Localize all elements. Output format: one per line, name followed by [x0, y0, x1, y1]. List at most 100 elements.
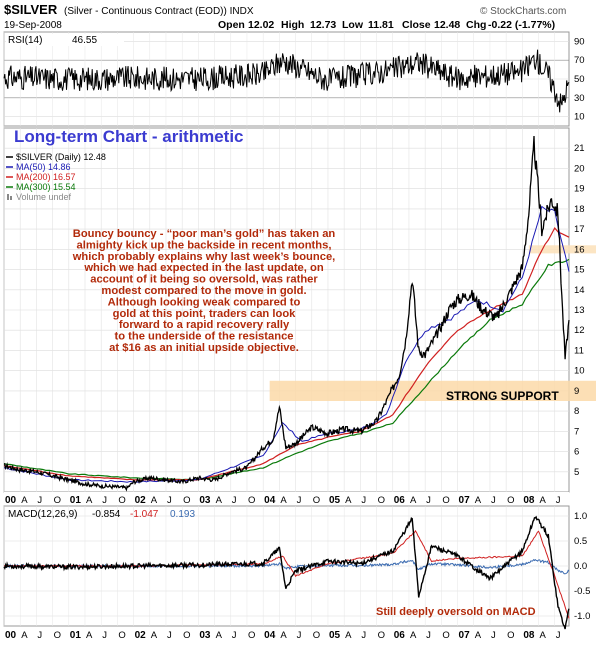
price-ticks: 5 6 7 8 9 10 11 12 13 14 15 16 17 18 19 20 21: [574, 143, 585, 478]
legend-item: MA(50) 14.86: [16, 162, 71, 172]
rsi-ticks: 90 70 50 30 10: [574, 36, 585, 122]
rsi-tick-label: 50: [574, 74, 585, 85]
ma50-line: [3, 205, 570, 483]
x-tick-label: J: [102, 630, 107, 641]
x-tick-label: O: [248, 495, 255, 506]
x-tick-label: A: [151, 630, 158, 641]
high-value: 12.73: [310, 19, 336, 31]
x-tick-label: A: [540, 495, 547, 506]
x-tick-label: 05: [329, 630, 341, 641]
legend-item: MA(300) 15.54: [16, 182, 76, 192]
price-tick-label: 9: [574, 386, 579, 397]
legend-item: $SILVER (Daily) 12.48: [16, 152, 106, 162]
chg-value: -0.22 (-1.77%): [488, 19, 555, 31]
x-tick-label: A: [475, 630, 482, 641]
x-tick-label: J: [426, 630, 431, 641]
x-tick-label: A: [86, 630, 93, 641]
price-tick-label: 14: [574, 285, 585, 296]
x-tick-label: J: [167, 495, 172, 506]
price-grid: [3, 128, 569, 492]
x-tick-label: O: [54, 630, 61, 641]
macd-value: -0.854: [92, 509, 121, 520]
x-tick-label: A: [86, 495, 93, 506]
macd-tick-label: 0.0: [574, 561, 587, 572]
chart-date: 19-Sep-2008: [4, 20, 62, 31]
watermark: © StockCharts.com: [480, 6, 566, 17]
x-tick-label: J: [491, 630, 496, 641]
annotation-line: modest compared to the move in gold.: [101, 285, 306, 297]
x-tick-label: 02: [135, 630, 147, 641]
chart-overlay-title: Long-term Chart - arithmetic: [14, 127, 244, 146]
open-label: Open: [218, 19, 245, 31]
price-tick-label: 12: [574, 325, 585, 336]
rsi-value: 46.55: [72, 35, 97, 46]
symbol-description: (Silver - Continuous Contract (EOD)) IND…: [64, 6, 254, 17]
x-tick-label: 04: [264, 630, 276, 641]
rsi-line: [3, 49, 570, 113]
x-tick-label: 06: [394, 495, 406, 506]
x-tick-label: 00: [5, 630, 17, 641]
x-tick-label: A: [151, 495, 158, 506]
support-zone: [269, 380, 596, 401]
resistance-zone: [528, 245, 596, 254]
x-tick-label: A: [410, 495, 417, 506]
price-tick-label: 15: [574, 265, 585, 276]
macd-ticks: 1.0 0.5 0.0 -0.5 -1.0: [574, 511, 590, 622]
x-tick-label: 02: [135, 495, 147, 506]
macd-signal-value: -1.047: [130, 509, 159, 520]
x-tick-label: O: [507, 630, 514, 641]
x-tick-label: O: [313, 630, 320, 641]
annotation-line: Although looking weak compared to: [108, 296, 301, 308]
annotation-line: Bouncy bouncy - “poor man’s gold” has ta…: [73, 228, 336, 240]
x-tick-label: A: [216, 630, 223, 641]
x-tick-label: A: [345, 630, 352, 641]
x-tick-label: A: [410, 630, 417, 641]
x-tick-label: A: [280, 495, 287, 506]
price-tick-label: 6: [574, 447, 579, 458]
x-tick-label: J: [491, 495, 496, 506]
annotation-line: almighty kick up the backside in recent …: [77, 239, 332, 251]
rsi-tick-label: 30: [574, 93, 585, 104]
x-axis-labels: 00 A J O 01 A J O 02 A J O 03 A J O 04 A J O 05 A J O 06 A J O 07 A J O…: [5, 495, 561, 506]
rsi-tick-label: 10: [574, 112, 585, 123]
annotation-line: which probably explains why last week’s …: [72, 251, 336, 263]
x-tick-label: A: [21, 630, 28, 641]
x-tick-label: 05: [329, 495, 341, 506]
legend-item: MA(200) 16.57: [16, 172, 76, 182]
price-tick-label: 17: [574, 224, 585, 235]
x-tick-label: A: [21, 495, 28, 506]
x-tick-label: 06: [394, 630, 406, 641]
close-value: 12.48: [434, 19, 460, 31]
x-tick-label: J: [232, 495, 237, 506]
open-value: 12.02: [248, 19, 274, 31]
annotation-line: gold at this point, traders can look: [113, 308, 297, 320]
price-tick-label: 18: [574, 204, 585, 215]
price-tick-label: 7: [574, 426, 579, 437]
macd-tick-label: 0.5: [574, 536, 587, 547]
x-tick-label: A: [280, 630, 287, 641]
x-tick-label: A: [540, 630, 547, 641]
macd-histogram: [4, 558, 570, 575]
x-tick-label: O: [118, 630, 125, 641]
price-tick-label: 21: [574, 143, 585, 154]
macd-legend: MACD(12,26,9) -0.854 -1.047 0.193: [8, 509, 195, 520]
low-value: 11.81: [368, 19, 394, 31]
macd-note: Still deeply oversold on MACD: [376, 606, 536, 618]
x-tick-label: J: [556, 495, 561, 506]
x-tick-label: O: [54, 495, 61, 506]
macd-line: [3, 515, 570, 630]
x-tick-label: O: [248, 630, 255, 641]
price-tick-label: 16: [574, 244, 585, 255]
x-tick-label: O: [442, 495, 449, 506]
price-tick-label: 5: [574, 467, 579, 478]
price-tick-label: 8: [574, 406, 579, 417]
x-tick-label: J: [232, 630, 237, 641]
quote-bar: Open 12.02 High 12.73 Low 11.81 Close 12…: [218, 19, 555, 31]
x-tick-label: 01: [70, 495, 82, 506]
x-tick-label: 01: [70, 630, 82, 641]
x-tick-label: O: [183, 630, 190, 641]
annotation-line: forward to a rapid recovery rally: [119, 319, 290, 331]
macd-tick-label: -1.0: [574, 611, 590, 622]
